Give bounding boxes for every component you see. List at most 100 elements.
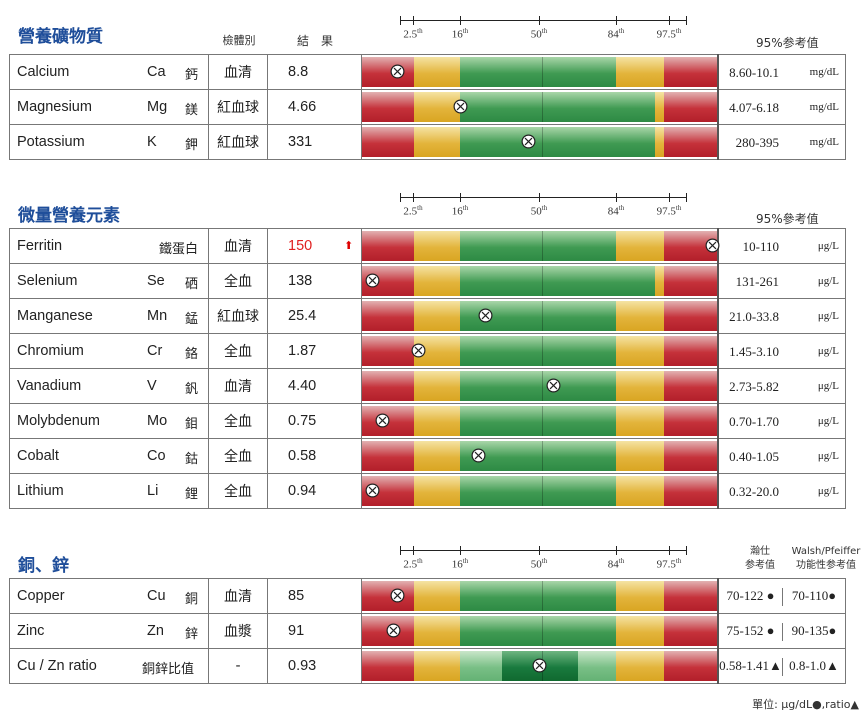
analyte-symbol: Se xyxy=(147,273,165,289)
specimen-type: 血清 xyxy=(224,65,252,81)
analyte-cell: Cobalt Co 鈷 xyxy=(9,438,209,474)
bar-segment xyxy=(414,441,460,471)
scale-tick-label: 97.5th xyxy=(656,27,682,41)
reference-range: 2.73-5.82 xyxy=(729,379,779,394)
analyte-name: Selenium xyxy=(17,273,78,289)
bar-segment xyxy=(460,441,616,471)
bar-segment xyxy=(616,301,664,331)
analyte-symbol: Li xyxy=(147,483,159,499)
scale-tick-label: 84th xyxy=(607,27,625,41)
percentile-bar-cell xyxy=(361,263,719,299)
result-cell: 4.40 xyxy=(267,368,362,404)
percentile-bar-cell xyxy=(361,54,719,90)
table-row: Cu / Zn ratio 銅鋅比值 - 0.93 0.58-1.41▲ 0.8-1.0▲ xyxy=(9,648,846,684)
analyte-symbol: Zn xyxy=(147,623,164,639)
bar-segment xyxy=(460,616,616,646)
reference-cell: 2.73-5.82 μg/L xyxy=(717,368,846,404)
percentile-bar xyxy=(362,336,717,366)
result-marker-icon xyxy=(471,448,486,463)
bar-segment xyxy=(664,406,717,436)
analyte-chinese-name: 鐵蛋白 xyxy=(158,242,198,257)
header-ref-range: 95%參考值 xyxy=(756,212,819,226)
percentile-bar-cell xyxy=(361,89,719,125)
analyte-cell: Molybdenum Mo 鉬 xyxy=(9,403,209,439)
analyte-cell: Ferritin 鐵蛋白 xyxy=(9,228,209,264)
reference-unit: μg/L xyxy=(817,310,839,322)
scale-end-tick xyxy=(686,546,687,555)
result-cell: 0.93 xyxy=(267,648,362,684)
table-row: Molybdenum Mo 鉬 全血 0.75 0.70-1.70 μg/L xyxy=(9,403,846,439)
specimen-type: 紅血球 xyxy=(217,309,259,325)
header-specimen: 檢體別 xyxy=(222,34,256,47)
reference-range-lab: 70-122 ● xyxy=(719,588,783,606)
analyte-symbol: Cr xyxy=(147,343,163,359)
bar-segment xyxy=(616,651,664,681)
header-ref-b: Walsh/Pfeiffer 功能性参考值 xyxy=(788,545,864,573)
reference-range: 21.0-33.8 xyxy=(729,309,779,324)
analyte-name: Lithium xyxy=(17,483,64,499)
analyte-cell: Manganese Mn 錳 xyxy=(9,298,209,334)
result-marker-icon xyxy=(365,483,380,498)
reference-range: 1.45-3.10 xyxy=(729,344,779,359)
reference-cell: 4.07-6.18 mg/dL xyxy=(717,89,846,125)
bar-segment xyxy=(664,57,717,87)
reference-cell: 75-152 ● 90-135● xyxy=(717,613,846,649)
specimen-type: 全血 xyxy=(224,414,252,430)
specimen-cell: 全血 xyxy=(208,473,268,509)
reference-cell: 0.40-1.05 μg/L xyxy=(717,438,846,474)
bar-segment xyxy=(460,476,616,506)
reference-unit: mg/dL xyxy=(809,66,839,78)
result-cell: 0.94 xyxy=(267,473,362,509)
median-line xyxy=(542,581,543,611)
bar-segment xyxy=(655,266,664,296)
analyte-symbol: Ca xyxy=(147,64,166,80)
median-line xyxy=(542,57,543,87)
analyte-symbol: Mn xyxy=(147,308,168,324)
analyte-chinese-name: 鉀 xyxy=(184,138,198,153)
bar-segment xyxy=(414,651,460,681)
analyte-name: Potassium xyxy=(17,134,85,150)
result-cell: 150 ⬆ xyxy=(267,228,362,264)
percentile-bar xyxy=(362,651,717,681)
table-row: Ferritin 鐵蛋白 血清 150 ⬆ 10-110 μg/L xyxy=(9,228,846,264)
table-row: Cobalt Co 鈷 全血 0.58 0.40-1.05 μg/L xyxy=(9,438,846,474)
bar-segment xyxy=(414,371,460,401)
bar-segment xyxy=(362,92,414,122)
scale-axis xyxy=(400,20,686,21)
analyte-cell: Chromium Cr 鉻 xyxy=(9,333,209,369)
analyte-cell: Calcium Ca 鈣 xyxy=(9,54,209,90)
percentile-bar xyxy=(362,371,717,401)
scale-axis xyxy=(400,550,686,551)
result-marker-icon xyxy=(521,134,536,149)
result-value: 331 xyxy=(288,134,313,150)
bar-segment xyxy=(664,336,717,366)
scale-tick xyxy=(413,193,414,202)
scale-tick-label: 16th xyxy=(451,27,469,41)
table-row: Zinc Zn 鋅 血漿 91 75-152 ● 90-135● xyxy=(9,613,846,649)
result-marker-icon xyxy=(375,413,390,428)
specimen-type: 血漿 xyxy=(224,624,252,640)
bar-segment xyxy=(460,581,616,611)
result-value: 4.66 xyxy=(288,99,317,115)
table-row: Lithium Li 鋰 全血 0.94 0.32-20.0 μg/L xyxy=(9,473,846,509)
reference-unit: μg/L xyxy=(817,380,839,392)
percentile-bar xyxy=(362,441,717,471)
reference-cell: 0.70-1.70 μg/L xyxy=(717,403,846,439)
scale-tick-label: 84th xyxy=(607,204,625,218)
specimen-type: 血清 xyxy=(224,589,252,605)
specimen-type: - xyxy=(235,658,241,674)
reference-range-lab: 0.58-1.41▲ xyxy=(719,658,783,676)
scale-end-tick xyxy=(400,193,401,202)
reference-range: 10-110 xyxy=(742,239,779,254)
median-line xyxy=(542,406,543,436)
result-value: 85 xyxy=(288,588,305,604)
bar-segment xyxy=(655,127,664,157)
result-cell: 331 xyxy=(267,124,362,160)
analyte-chinese-name: 鉻 xyxy=(184,347,198,362)
reference-unit: μg/L xyxy=(817,345,839,357)
section-title-copper-zinc: 銅、鋅 xyxy=(18,556,69,576)
bar-segment xyxy=(460,231,616,261)
analyte-cell: Copper Cu 銅 xyxy=(9,578,209,614)
header-ref-b-line2: 功能性参考值 xyxy=(796,560,856,571)
scale-tick xyxy=(616,546,617,555)
